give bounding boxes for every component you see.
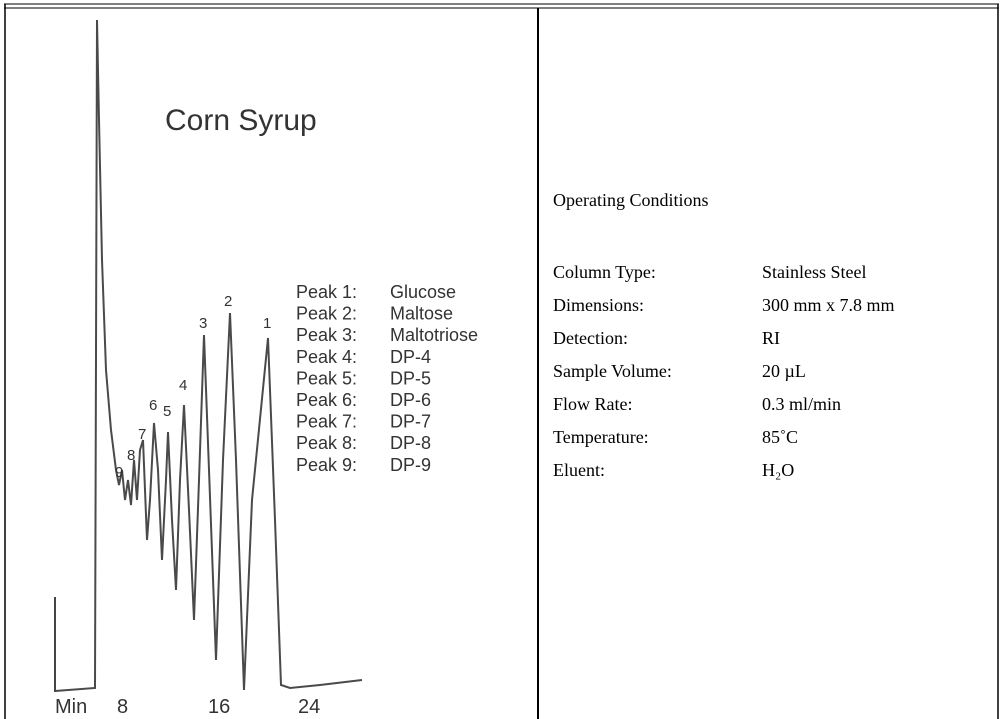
condition-label: Column Type: xyxy=(553,262,656,282)
condition-label: Sample Volume: xyxy=(553,361,672,381)
peak-number: 7 xyxy=(138,426,146,443)
condition-value: RI xyxy=(762,328,780,348)
condition-label: Temperature: xyxy=(553,427,649,447)
legend-peak: Peak 7: xyxy=(296,412,357,432)
condition-value: 0.3 ml/min xyxy=(762,394,841,414)
condition-label: Dimensions: xyxy=(553,295,644,315)
peak-number: 1 xyxy=(263,315,271,332)
peak-number: 9 xyxy=(115,464,123,481)
peak-number: 5 xyxy=(163,403,171,420)
peak-number: 4 xyxy=(179,377,187,394)
legend-peak: Peak 1: xyxy=(296,282,357,302)
table-border xyxy=(4,3,999,719)
legend-compound: DP-5 xyxy=(390,368,431,388)
legend-compound: DP-4 xyxy=(390,347,431,367)
axis-tick-label: 24 xyxy=(298,696,320,718)
legend-compound: DP-8 xyxy=(390,433,431,453)
condition-value: Stainless Steel xyxy=(762,262,867,282)
condition-value: 300 mm x 7.8 mm xyxy=(762,295,895,315)
heading: Operating Conditions xyxy=(553,190,709,210)
legend-peak: Peak 6: xyxy=(296,390,357,410)
legend-compound: DP-6 xyxy=(390,390,431,410)
axis-unit: Min xyxy=(55,696,87,718)
axis-tick-label: 16 xyxy=(208,696,230,718)
legend-peak: Peak 4: xyxy=(296,347,357,367)
legend-compound: DP-7 xyxy=(390,412,431,432)
condition-label: Detection: xyxy=(553,328,628,348)
condition-label: Eluent: xyxy=(553,460,605,480)
peak-number: 2 xyxy=(224,293,232,310)
legend-peak: Peak 2: xyxy=(296,304,357,324)
legend-compound: Maltose xyxy=(390,304,453,324)
legend-compound: Maltotriose xyxy=(390,325,478,345)
legend-peak: Peak 8: xyxy=(296,433,357,453)
legend-compound: Glucose xyxy=(390,282,456,302)
condition-value: 20 µL xyxy=(762,361,806,381)
condition-value: H₂O xyxy=(762,460,794,480)
peak-number: 6 xyxy=(149,397,157,414)
condition-value: 85˚C xyxy=(762,427,798,447)
legend-peak: Peak 5: xyxy=(296,368,357,388)
peak-number: 8 xyxy=(127,447,135,464)
axis-tick-label: 8 xyxy=(117,696,128,718)
legend-compound: DP-9 xyxy=(390,455,431,475)
peak-number: 3 xyxy=(199,315,207,332)
conditions: Operating Conditions xyxy=(553,190,709,210)
legend-peak: Peak 9: xyxy=(296,455,357,475)
trace xyxy=(54,19,363,692)
chromatogram: Corn Syrup xyxy=(54,19,363,692)
legend-peak: Peak 3: xyxy=(296,325,357,345)
chromatogram-title: Corn Syrup xyxy=(165,104,317,137)
condition-label: Flow Rate: xyxy=(553,394,633,414)
